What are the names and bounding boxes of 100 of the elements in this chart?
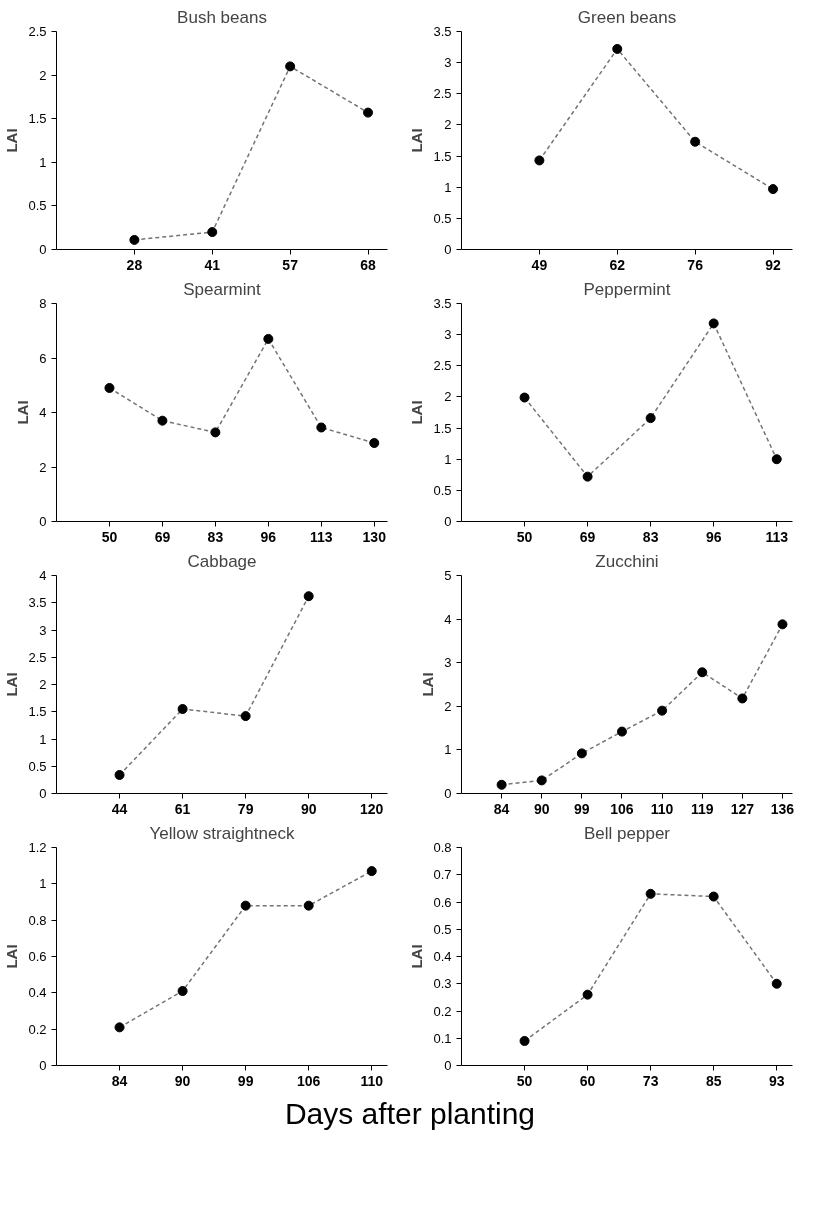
x-tick-label: 99 [237,1072,254,1089]
y-tick-label: 2 [39,459,47,475]
y-tick-label: 1 [444,742,452,758]
chart-title: Cabbage [187,551,257,571]
x-tick-label: 84 [493,800,510,817]
x-tick-label: 41 [204,256,221,273]
y-tick-label: 4 [444,611,452,627]
chart-title: Spearmint [183,279,262,299]
x-tick-label: 60 [579,1072,596,1089]
y-tick-label: 0 [39,242,47,257]
text: Days after planting [284,1096,536,1132]
y-tick-label: 3.5 [433,24,452,39]
y-tick-label: 0 [39,1058,47,1073]
x-tick-label: 50 [516,1072,533,1089]
y-tick-label: 0 [39,514,47,529]
x-tick-label: 83 [207,528,224,545]
y-tick-label: 4 [39,568,47,583]
x-tick-label: 130 [362,528,387,545]
y-axis-title: LAI [408,400,426,425]
y-tick-label: 0.5 [433,210,452,226]
y-tick-label: 6 [39,350,47,366]
x-tick-label: 50 [101,528,118,545]
y-tick-label: 3 [444,55,452,71]
y-tick-label: 1.5 [28,704,47,720]
y-tick-label: 0.4 [28,985,47,1001]
x-tick-label: 69 [154,528,171,545]
y-axis-title: LAI [3,672,21,697]
x-tick-label: 50 [516,528,533,545]
y-tick-label: 1 [39,876,47,892]
y-tick-label: 1 [444,451,452,467]
y-tick-label: 0 [444,514,452,529]
y-tick-label: 1 [39,731,47,747]
x-tick-label: 62 [609,256,626,273]
x-tick-label: 68 [360,256,377,273]
y-axis-title: LAI [3,128,21,153]
x-tick-label: 106 [297,1072,321,1089]
x-tick-label: 96 [705,528,722,545]
y-tick-label: 3 [444,327,452,343]
y-tick-label: 0.6 [433,894,452,910]
y-tick-label: 0.5 [433,482,452,498]
y-tick-label: 0.5 [433,921,452,937]
y-tick-label: 1.5 [28,111,47,127]
y-tick-label: 5 [444,568,452,583]
x-tick-label: 28 [126,256,143,273]
y-tick-label: 3 [444,655,452,671]
y-tick-label: 3 [39,622,47,638]
chart-title: Green beans [577,7,677,27]
y-axis-title: LAI [3,944,21,969]
x-tick-label: 44 [111,800,128,817]
y-tick-label: 0.1 [433,1030,452,1046]
y-tick-label: 0 [39,786,47,801]
x-tick-label: 49 [531,256,548,273]
x-tick-label: 79 [237,800,254,817]
chart-title: Zucchini [595,551,659,571]
x-tick-label: 90 [174,1072,191,1089]
x-tick-label: 90 [533,800,550,817]
y-tick-label: 0.8 [433,840,452,855]
y-tick-label: 2 [39,67,47,83]
y-tick-label: 2.5 [433,86,452,102]
y-tick-label: 2.5 [433,358,452,374]
chart-title: Yellow straightneck [149,823,295,843]
y-tick-label: 3.5 [433,296,452,311]
y-tick-label: 2 [444,389,452,405]
y-tick-label: 0 [444,786,452,801]
y-axis-title: LAI [408,944,426,969]
y-axis-title: LAI [14,400,32,425]
x-tick-label: 127 [730,800,755,817]
y-tick-label: 8 [39,296,47,311]
y-tick-label: 1 [39,154,47,170]
x-tick-label: 110 [650,800,674,817]
y-tick-label: 3.5 [28,595,47,611]
x-tick-label: 113 [765,528,789,545]
x-tick-label: 61 [174,800,191,817]
x-tick-label: 120 [360,800,384,817]
x-tick-label: 113 [310,528,333,545]
x-tick-label: 57 [282,256,299,273]
y-tick-label: 2.5 [28,649,47,665]
y-tick-label: 2 [444,117,452,133]
y-tick-label: 0 [444,1058,452,1073]
x-tick-label: 110 [360,1072,384,1089]
y-axis-title: LAI [419,672,437,697]
y-tick-label: 1 [444,179,452,195]
x-tick-label: 99 [574,800,590,817]
y-tick-label: 2 [444,698,452,714]
x-tick-label: 69 [579,528,596,545]
y-tick-label: 0.7 [433,867,452,883]
y-tick-label: 0.5 [28,758,47,774]
y-tick-label: 0 [444,242,452,257]
x-tick-label: 73 [642,1072,659,1089]
x-tick-label: 76 [687,256,704,273]
y-tick-label: 0.2 [433,1003,452,1019]
y-tick-label: 0.4 [433,949,452,964]
y-tick-label: 0.2 [28,1021,47,1037]
chart-title: Bush beans [177,7,267,27]
x-tick-label: 92 [765,256,782,273]
y-tick-label: 4 [39,405,47,420]
y-tick-label: 0.3 [433,976,452,992]
y-tick-label: 0.6 [28,949,47,964]
x-tick-label: 90 [300,800,317,817]
x-tick-label: 93 [768,1072,785,1089]
